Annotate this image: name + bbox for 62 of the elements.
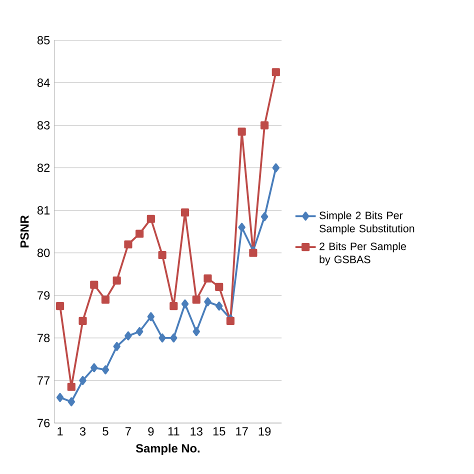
x-tick-label: 11 (168, 427, 180, 436)
point (124, 331, 132, 340)
point (90, 363, 98, 372)
point (68, 397, 76, 406)
y-tick-label: 79 (38, 291, 50, 300)
x-tick-label: 5 (102, 427, 108, 436)
point (136, 327, 144, 336)
point (192, 327, 200, 336)
point (158, 250, 166, 260)
x-tick-label: 7 (126, 427, 131, 436)
y-tick-label: 85 (37, 36, 50, 44)
y-tick-label: 84 (37, 78, 50, 87)
point (170, 302, 178, 310)
point (204, 274, 212, 282)
point (136, 230, 144, 238)
y-tick-label: 76 (38, 418, 50, 428)
x-tick-label: 17 (236, 427, 248, 436)
x-tick-label: 19 (258, 427, 271, 436)
point (215, 302, 223, 311)
y-tick-label: 81 (37, 206, 50, 215)
x-axis-title: Sample No. (136, 444, 200, 455)
point (226, 316, 235, 325)
x-tick-label: 15 (213, 427, 226, 436)
point (101, 296, 110, 304)
point (180, 208, 190, 217)
point (102, 365, 110, 374)
point (78, 316, 87, 325)
point (67, 382, 76, 391)
y-tick-label: 80 (37, 248, 50, 258)
x-tick-label: 9 (148, 427, 154, 436)
point (238, 128, 246, 136)
point (192, 296, 200, 304)
point (112, 276, 121, 285)
x-tick-label: 13 (190, 427, 202, 436)
x-tick-label: 3 (80, 427, 86, 436)
x-tick-label: 1 (58, 427, 63, 436)
point (204, 297, 212, 306)
y-axis-title: PSNR (20, 215, 29, 248)
point (113, 342, 120, 351)
point (181, 299, 189, 308)
point (215, 282, 224, 291)
point (147, 312, 155, 322)
point (260, 121, 269, 130)
point (56, 302, 64, 310)
point (158, 333, 166, 342)
point (79, 376, 86, 386)
point (170, 333, 178, 342)
point (90, 280, 98, 289)
point (124, 240, 132, 248)
point (249, 248, 258, 257)
point (146, 214, 155, 223)
point (238, 222, 246, 232)
y-tick-label: 77 (38, 376, 50, 385)
point (272, 68, 280, 76)
point (260, 212, 268, 222)
legend-label: Simple 2 Bits Per Sample Substitution (320, 211, 414, 234)
point (56, 392, 64, 402)
legend-label: 2 Bits Per Sample by GSBAS (320, 242, 406, 266)
y-tick-label: 78 (38, 334, 50, 342)
y-tick-label: 82 (37, 164, 50, 172)
y-tick-label: 83 (37, 121, 50, 130)
point (272, 163, 280, 172)
